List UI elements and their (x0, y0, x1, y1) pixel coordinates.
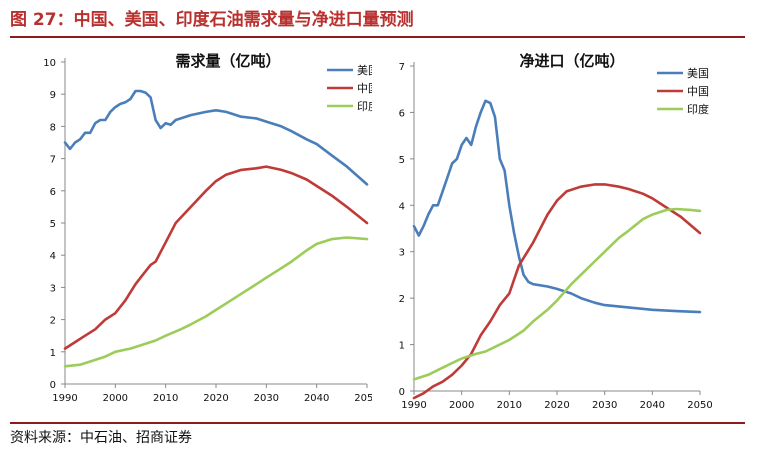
series-line (412, 99, 702, 314)
x-tick-label: 2030 (592, 400, 617, 411)
series-line (412, 183, 702, 400)
y-tick-label: 3 (399, 248, 405, 259)
y-tick-label: 0 (50, 380, 56, 391)
top-rule (10, 36, 745, 38)
y-tick-label: 6 (50, 187, 56, 198)
y-tick-label: 7 (50, 155, 56, 166)
y-tick-label: 1 (50, 348, 56, 359)
y-tick-label: 2 (50, 316, 56, 327)
x-tick-label: 2010 (497, 400, 522, 411)
legend-label: 印度 (687, 102, 709, 116)
y-tick-label: 0 (399, 387, 405, 398)
y-tick-label: 3 (50, 283, 56, 294)
series-line (412, 207, 702, 381)
x-tick-label: 2000 (449, 400, 474, 411)
net-import-chart: 净进口（亿吨） 0 1 2 3 4 5 6 7 1990 2000 2010 2020 2030 2040 2… (399, 52, 712, 411)
y-tick-label: 5 (399, 155, 405, 166)
y-tick-label: 9 (50, 90, 56, 101)
legend-label: 美国 (357, 64, 372, 77)
y-tick-label: 2 (399, 294, 405, 305)
source-note: 资料来源：中石油、招商证券 (10, 430, 192, 446)
series-line (63, 165, 369, 350)
figure-title: 图 27：中国、美国、印度石油需求量与净进口量预测 (10, 10, 414, 30)
demand-chart: 需求量（亿吨） 0 1 2 3 4 5 6 7 8 9 10 1990 2000 2010 2020 2030 2… (43, 52, 372, 404)
y-tick-label: 8 (50, 122, 56, 133)
x-tick-label: 2040 (640, 400, 665, 411)
y-tick-label: 5 (50, 219, 56, 230)
legend-label: 中国 (687, 85, 709, 98)
y-tick-label: 4 (50, 251, 56, 262)
series-line (63, 236, 369, 368)
x-tick-label: 2050 (687, 400, 712, 411)
y-tick-label: 10 (43, 58, 56, 69)
x-tick-label: 2030 (254, 393, 279, 404)
chart-title: 净进口（亿吨） (519, 52, 624, 70)
series-line (63, 89, 369, 186)
legend-label: 印度 (357, 99, 372, 113)
x-tick-label: 2020 (544, 400, 569, 411)
x-tick-label: 2040 (304, 393, 329, 404)
x-tick-label: 2020 (203, 393, 228, 404)
legend-label: 中国 (357, 82, 372, 95)
x-tick-label: 2010 (153, 393, 178, 404)
bottom-rule (10, 422, 745, 424)
legend-label: 美国 (687, 67, 709, 80)
x-tick-label: 2050 (354, 393, 372, 404)
y-tick-label: 1 (399, 341, 405, 352)
x-tick-label: 2000 (103, 393, 128, 404)
chart-title: 需求量（亿吨） (175, 52, 280, 70)
y-tick-label: 6 (399, 108, 405, 119)
x-tick-label: 1990 (52, 393, 77, 404)
x-tick-label: 1990 (401, 400, 426, 411)
y-tick-label: 4 (399, 201, 405, 212)
y-tick-label: 7 (399, 62, 405, 73)
